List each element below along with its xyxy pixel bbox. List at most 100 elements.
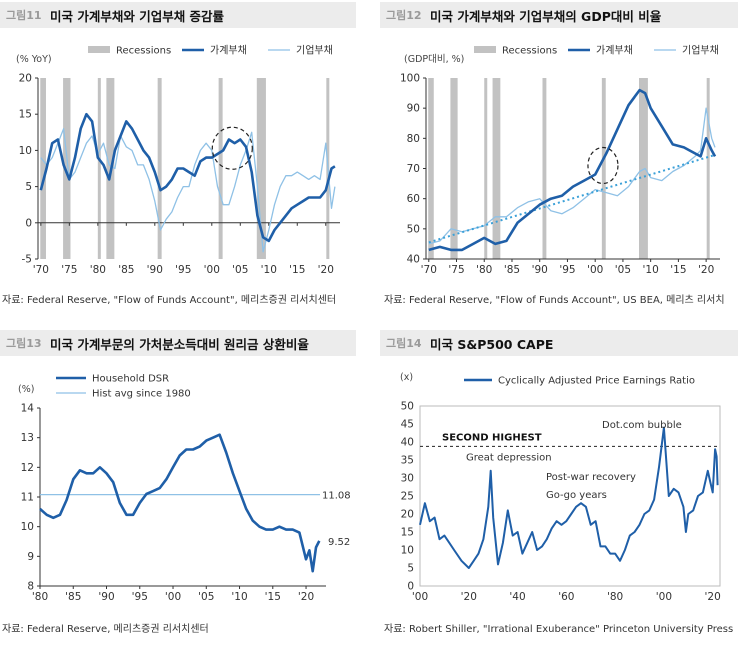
- y-tick-label: 25: [401, 491, 414, 503]
- chart-title: 미국 가계부채와 기업부채 증감률: [50, 9, 225, 24]
- y-tick-label: 45: [401, 419, 414, 431]
- x-tick-label: '85: [65, 591, 81, 603]
- figure-number: 그림14: [386, 337, 422, 350]
- recession-band: [639, 78, 648, 259]
- y-tick-label: 70: [407, 163, 420, 175]
- x-tick-label: '10: [261, 264, 277, 276]
- x-tick-label: '10: [643, 264, 659, 276]
- x-tick-label: '15: [670, 264, 686, 276]
- y-tick-label: 50: [401, 401, 414, 413]
- x-tick-label: '20: [698, 264, 714, 276]
- y-tick-label: 14: [21, 403, 35, 415]
- x-tick-label: '40: [509, 591, 525, 603]
- y-tick-label: 40: [401, 437, 414, 449]
- x-tick-label: '75: [61, 264, 77, 276]
- series-household-debt: [428, 88, 717, 252]
- legend-corporate-debt: 기업부채: [682, 44, 719, 57]
- x-tick-label: '70: [421, 264, 437, 276]
- y-tick-label: 30: [401, 473, 414, 485]
- legend-recessions: Recessions: [116, 46, 171, 57]
- chart-title: 미국 가계부채와 기업부채의 GDP대비 비율: [430, 9, 662, 24]
- x-tick-label: '80: [90, 264, 106, 276]
- x-tick-label: '95: [132, 591, 148, 603]
- annotation-second-highest: SECOND HIGHEST: [442, 432, 542, 443]
- x-tick-label: '85: [504, 264, 520, 276]
- x-tick-label: '80: [607, 591, 623, 603]
- chart-1-svg: -5 0 5 10 15 20 '70 '75 '80 '85 '90 '95 '00 '05 '10 '15…: [16, 44, 340, 276]
- y-tick-label: 80: [407, 133, 420, 145]
- legend-recessions-swatch: [88, 46, 110, 53]
- y-tick-label: -5: [22, 254, 32, 266]
- x-tick-label: '00: [204, 264, 220, 276]
- series-household-debt: [39, 112, 336, 243]
- x-tick-label: '05: [232, 264, 248, 276]
- y-tick-label: 15: [401, 527, 414, 539]
- series-cape: [419, 426, 719, 569]
- x-tick-label: '15: [265, 591, 281, 603]
- figure-number: 그림11: [6, 9, 42, 22]
- y-tick-label: 50: [407, 223, 420, 235]
- x-tick-label: '05: [198, 591, 214, 603]
- plot-frame: [419, 405, 721, 587]
- x-tick-label: '70: [33, 264, 49, 276]
- chart-3-svg: 8 9 10 11 12 13 14 '80 '85 '90 '95 '00 '05 '10 '15 '20 (…: [18, 374, 351, 604]
- recession-band: [542, 78, 547, 259]
- chart-4-svg: 0 5 10 15 20 25 30 35 40 45 50 '00 '20 '40 '60 '80 '00 '2…: [400, 372, 721, 603]
- y-tick-label: 90: [407, 103, 420, 115]
- recession-band: [157, 78, 162, 259]
- series-household-dsr: [39, 433, 321, 573]
- legend-cape: Cyclically Adjusted Price Earnings Ratio: [498, 376, 695, 387]
- panel-household-corporate-debt-growth: 그림11 미국 가계부채와 기업부채 증감률 -5 0 5 10 15 20 '70 '75 '…: [0, 0, 372, 316]
- chart-2-svg: 40 50 60 70 80 90 100 '70 '75 '80 '85 '90 '95 '00 '05 '…: [400, 44, 720, 276]
- x-tick-label: '80: [32, 591, 48, 603]
- unit-label: (%): [18, 384, 34, 395]
- end-value-label: 9.52: [328, 537, 350, 548]
- chart-title: 미국 가계부문의 가처분소득대비 원리금 상환비율: [50, 337, 309, 352]
- y-tick-label: 10: [19, 145, 32, 157]
- unit-label: (x): [400, 372, 413, 383]
- annotation-circle: [587, 146, 619, 185]
- x-tick-label: '85: [118, 264, 134, 276]
- y-tick-label: 8: [27, 581, 34, 593]
- x-tick-label: '05: [615, 264, 631, 276]
- recession-band: [706, 78, 710, 259]
- x-tick-label: '00: [165, 591, 181, 603]
- annotation-great-depression: Great depression: [466, 452, 552, 463]
- avg-value-label: 11.08: [322, 491, 351, 502]
- panel-sp500-cape: 그림14 미국 S&P500 CAPE 0 5 10 15 20 25 30 35 40 45 50…: [380, 328, 743, 646]
- source-note: 자료: Federal Reserve, 메리츠증권 리서치센터: [2, 624, 209, 635]
- x-tick-label: '60: [558, 591, 574, 603]
- x-tick-label: '90: [147, 264, 163, 276]
- x-tick-label: '20: [298, 591, 314, 603]
- y-tick-label: 15: [19, 109, 32, 121]
- x-tick-label: '00: [656, 591, 672, 603]
- source-note: 자료: Federal Reserve, "Flow of Funds Acco…: [2, 295, 337, 306]
- legend-recessions-swatch: [474, 46, 496, 53]
- x-tick-label: '90: [532, 264, 548, 276]
- recession-band: [428, 78, 434, 259]
- figure-number: 그림13: [6, 337, 42, 350]
- legend-household-debt: 가계부채: [210, 45, 247, 57]
- recession-band: [450, 78, 458, 259]
- y-tick-label: 20: [401, 509, 414, 521]
- x-tick-label: '15: [289, 264, 305, 276]
- y-tick-label: 100: [400, 73, 420, 85]
- y-tick-label: 12: [21, 462, 34, 474]
- panel-debt-to-gdp: 그림12 미국 가계부채와 기업부채의 GDP대비 비율 40 50 60 70 80 9…: [380, 0, 743, 316]
- x-tick-label: '75: [448, 264, 464, 276]
- legend-corporate-debt: 기업부채: [296, 44, 333, 57]
- y-tick-label: 0: [25, 217, 32, 229]
- y-tick-label: 0: [407, 581, 414, 593]
- y-tick-label: 13: [21, 432, 34, 444]
- x-tick-label: '00: [587, 264, 603, 276]
- annotation-go-go: Go-go years: [546, 490, 607, 501]
- unit-label: (GDP대비, %): [404, 54, 464, 65]
- y-tick-label: 9: [27, 551, 34, 563]
- x-tick-label: '20: [318, 264, 334, 276]
- y-tick-label: 60: [407, 193, 420, 205]
- title-bar: 그림13 미국 가계부문의 가처분소득대비 원리금 상환비율: [0, 330, 356, 356]
- y-tick-label: 5: [407, 563, 414, 575]
- chart-title: 미국 S&P500 CAPE: [430, 337, 554, 352]
- figure-number: 그림12: [386, 9, 422, 22]
- annotation-circle: [211, 126, 253, 170]
